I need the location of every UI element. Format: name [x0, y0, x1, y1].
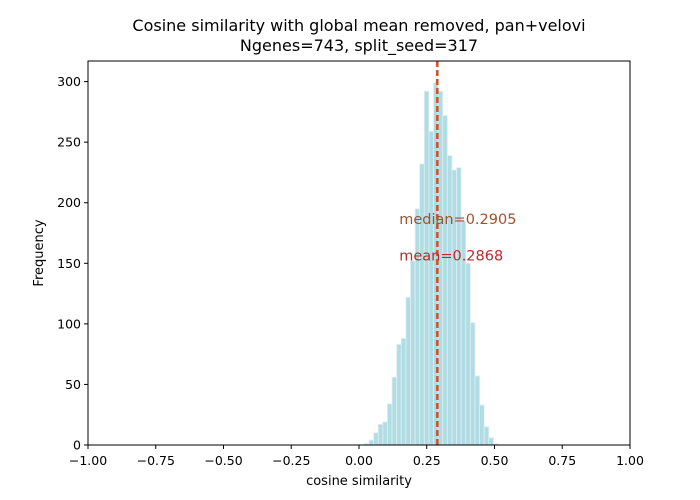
- histogram-bar: [465, 262, 471, 446]
- histogram-bar: [382, 421, 388, 446]
- histogram-bar: [373, 432, 379, 446]
- histogram-bar: [400, 338, 407, 446]
- y-tick-label: 300: [57, 74, 81, 89]
- histogram-bar: [469, 322, 476, 446]
- histogram-bar: [391, 376, 398, 446]
- y-tick-label: 0: [73, 438, 81, 453]
- histogram-bar: [428, 130, 434, 446]
- y-tick-label: 200: [57, 195, 81, 210]
- histogram-bar: [488, 437, 494, 446]
- annotations: median=0.2905 mean=0.2868: [399, 212, 516, 264]
- histogram-bar: [414, 208, 421, 446]
- histogram-bar: [410, 260, 416, 446]
- histogram-bar: [474, 375, 480, 446]
- y-tick-label: 150: [57, 256, 81, 271]
- x-tick-label: 0.25: [413, 453, 441, 468]
- histogram-bar: [405, 296, 411, 446]
- y-axis-ticks: 0 50 100 150 200 250 300: [57, 74, 88, 453]
- x-tick-label: 1.00: [616, 453, 644, 468]
- y-axis-label: Frequency: [32, 219, 47, 286]
- histogram-bar: [442, 115, 448, 446]
- plot-frame: [87, 60, 631, 446]
- reference-lines: [435, 61, 439, 445]
- x-tick-label: 0.75: [548, 453, 576, 468]
- y-tick-label: 250: [57, 135, 81, 150]
- y-tick-label: 100: [57, 316, 81, 331]
- histogram-bar: [423, 90, 430, 446]
- x-tick-label: 0.00: [345, 453, 373, 468]
- histogram-bar: [419, 163, 425, 446]
- y-tick-label: 50: [65, 377, 81, 392]
- histogram-bar: [437, 90, 444, 446]
- histogram-bar: [456, 167, 462, 446]
- x-tick-label: −0.50: [204, 453, 242, 468]
- histogram-bar: [396, 344, 402, 446]
- histogram-bar: [483, 426, 490, 446]
- histogram-bars: [364, 82, 499, 446]
- annotation-median: median=0.2905: [399, 212, 516, 228]
- histogram-bar: [368, 439, 375, 446]
- x-tick-label: −0.25: [272, 453, 310, 468]
- x-axis-ticks: −1.00 −0.75 −0.50 −0.25 0.00 0.25 0.50 0.75 1.00: [69, 445, 644, 468]
- histogram-bar: [387, 403, 393, 446]
- x-axis-label: cosine similarity: [306, 474, 412, 489]
- chart-subtitle: Ngenes=743, split_seed=317: [240, 36, 478, 56]
- annotation-mean: mean=0.2868: [399, 248, 503, 264]
- chart-title: Cosine similarity with global mean remov…: [132, 16, 585, 35]
- histogram-bar: [377, 424, 384, 446]
- histogram-bar: [446, 155, 453, 446]
- x-tick-label: −1.00: [69, 453, 107, 468]
- x-tick-label: 0.50: [481, 453, 509, 468]
- histogram-bar: [479, 404, 485, 446]
- x-tick-label: −0.75: [137, 453, 175, 468]
